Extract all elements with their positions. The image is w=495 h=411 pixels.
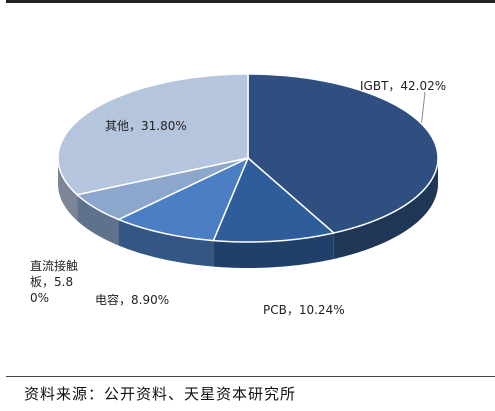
pie-slice — [75, 157, 249, 221]
pie-slice — [57, 73, 249, 196]
leader-line — [420, 91, 426, 129]
pie-slice — [116, 156, 250, 242]
pie-slice — [212, 156, 336, 243]
data-label: IGBT，42.02% — [360, 79, 447, 93]
pie-side — [333, 158, 438, 259]
pie-side — [118, 219, 214, 267]
source-note: 资料来源：公开资料、天星资本研究所 — [24, 385, 297, 403]
data-label: 其他，31.80% — [105, 119, 187, 133]
source-rule — [6, 376, 495, 377]
pie-side — [77, 194, 119, 246]
data-label: PCB，10.24% — [263, 303, 345, 317]
chart — [57, 73, 439, 268]
data-label: 直流接触板，5.80% — [30, 259, 79, 305]
pie-slice — [247, 73, 439, 234]
top-rule — [6, 0, 495, 3]
pie-sides — [58, 158, 438, 268]
pie-tops — [57, 73, 439, 243]
pie-side — [58, 158, 78, 221]
pie-side — [213, 232, 334, 268]
data-label: 电容，8.90% — [95, 293, 170, 307]
